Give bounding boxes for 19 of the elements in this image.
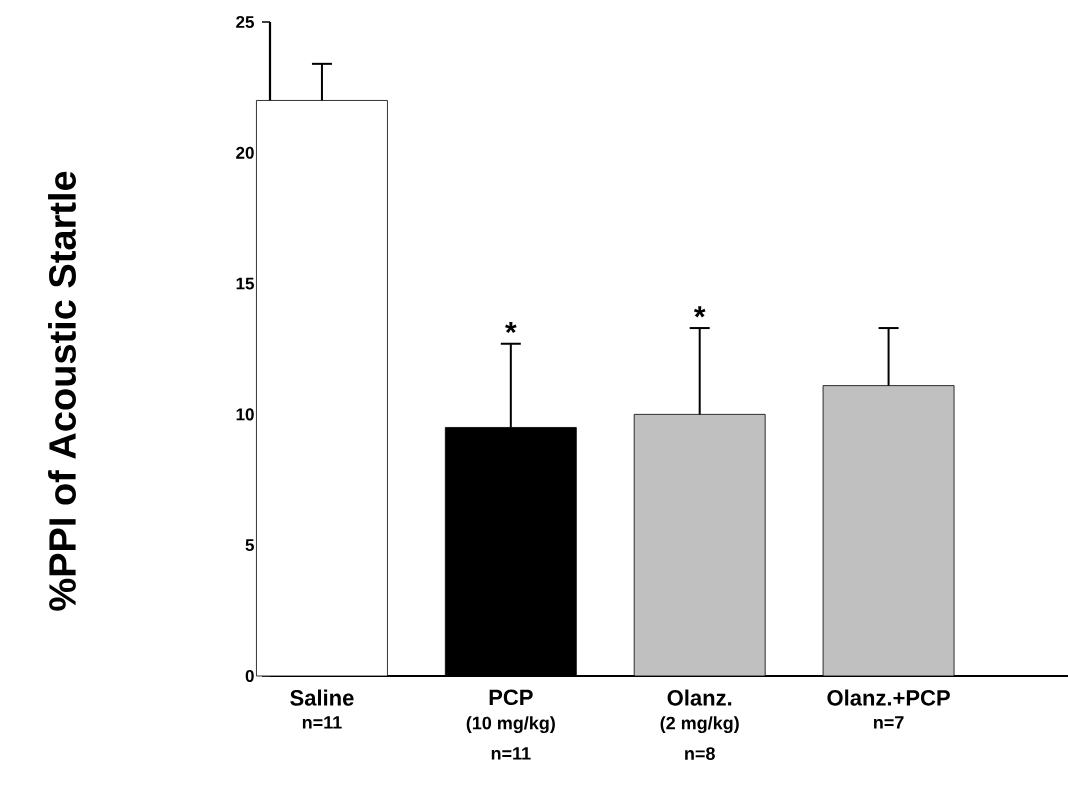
x-tick-label: Saline xyxy=(290,689,354,706)
x-tick-label: PCP xyxy=(489,689,533,706)
x-tick-label: Olanz. xyxy=(667,689,732,706)
y-tick-label: 20 xyxy=(236,146,254,159)
y-axis-title: %PPI of Acoustic Startle xyxy=(48,171,76,611)
text: n=8 xyxy=(685,747,715,760)
annotation: * xyxy=(505,321,517,334)
y-tick-label: 5 xyxy=(245,539,254,552)
x-tick-label: Olanz.+PCP xyxy=(827,689,950,706)
text: (10 mg/kg) xyxy=(466,716,555,734)
y-tick-label: 15 xyxy=(236,277,254,290)
text: (2 mg/kg) xyxy=(660,716,739,734)
annotation: * xyxy=(693,306,706,318)
y-tick-label: 0 xyxy=(245,669,254,683)
y-tick-label: 25 xyxy=(236,15,254,29)
text: n=7 xyxy=(874,716,904,729)
y-tick-label: 10 xyxy=(236,408,254,421)
text: n=11 xyxy=(302,716,342,729)
text: n=11 xyxy=(491,747,531,760)
